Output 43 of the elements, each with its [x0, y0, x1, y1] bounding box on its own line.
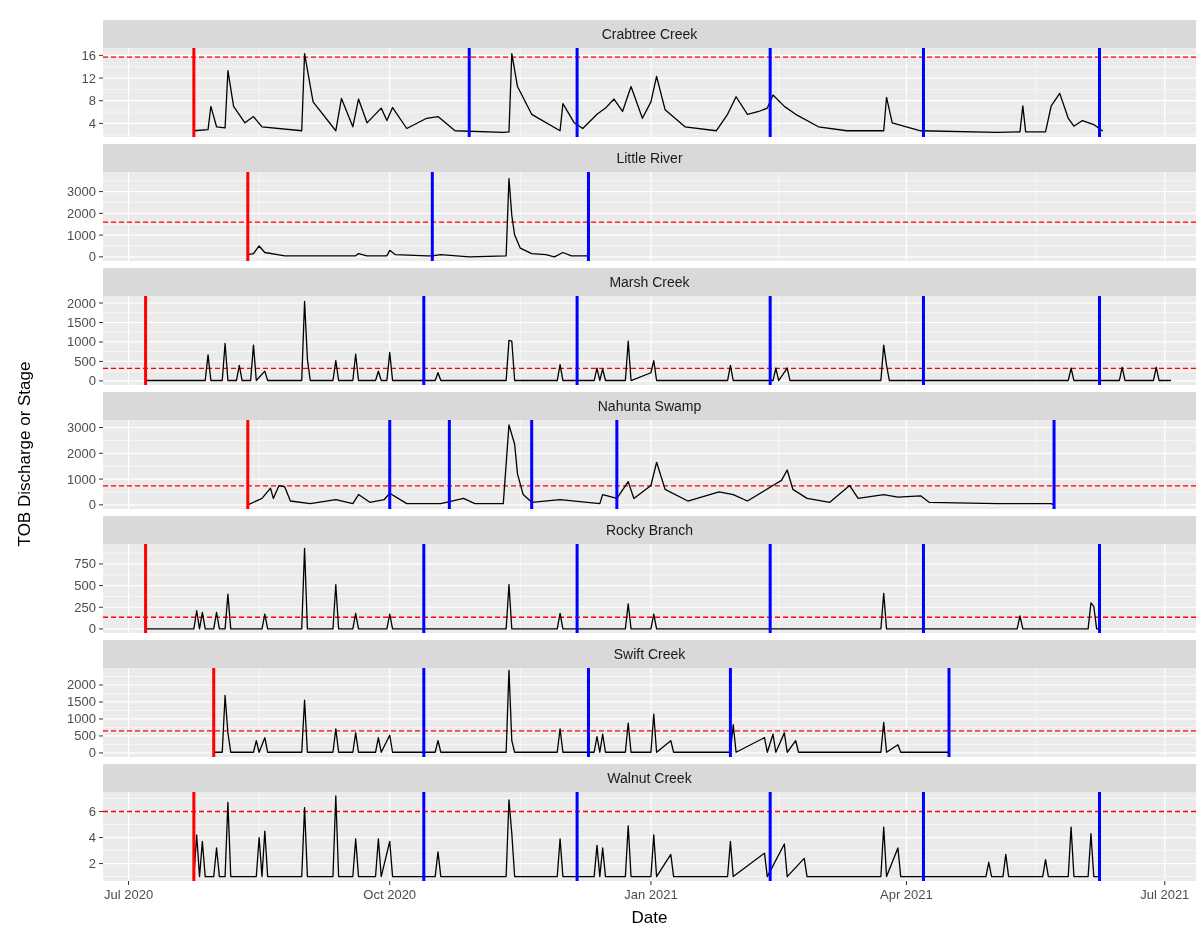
y-tick-label: 500 [74, 353, 96, 369]
y-tick-label: 250 [74, 599, 96, 615]
y-tick-label: 500 [74, 728, 96, 744]
chart-title: Swift Creek [613, 646, 687, 662]
chart-title: Rocky Branch [605, 522, 694, 538]
y-tick-label: 2000 [67, 677, 96, 693]
y-tick-label: 1000 [67, 334, 96, 350]
x-tick-label: Jul 2021 [1140, 887, 1190, 902]
y-tick-label: 3000 [67, 419, 96, 435]
y-tick-label: 0 [88, 745, 96, 761]
x-tick-label: Jan 2021 [624, 887, 678, 902]
y-tick-label: 1000 [67, 471, 96, 487]
y-tick-label: 0 [88, 497, 96, 513]
chart-title: Little River [616, 150, 683, 166]
y-tick-label: 3000 [67, 184, 96, 200]
y-tick-label: 0 [88, 373, 96, 389]
y-tick-label: 12 [81, 70, 96, 86]
chart-title: Marsh Creek [609, 274, 691, 290]
y-tick-label: 16 [81, 47, 96, 63]
y-tick-label: 4 [88, 830, 96, 846]
y-tick-label: 500 [74, 578, 96, 594]
x-tick-label: Apr 2021 [880, 887, 933, 902]
y-tick-label: 2000 [67, 205, 96, 221]
y-tick-label: 8 [88, 93, 96, 109]
y-tick-label: 1500 [67, 694, 96, 710]
y-tick-label: 6 [88, 804, 96, 820]
y-tick-label: 0 [88, 249, 96, 265]
chart-title: Walnut Creek [607, 770, 693, 786]
y-tick-label: 2000 [67, 445, 96, 461]
y-tick-label: 1000 [67, 711, 96, 727]
x-tick-label: Jul 2020 [103, 887, 154, 902]
chart-title: Nahunta Swamp [597, 398, 702, 414]
y-tick-label: 0 [88, 621, 96, 637]
y-tick-label: 750 [74, 556, 96, 572]
y-tick-label: 4 [88, 115, 96, 131]
x-tick-label: Oct 2020 [363, 887, 417, 902]
chart-title: Crabtree Creek [601, 26, 699, 42]
y-tick-label: 1000 [67, 227, 96, 243]
y-tick-label: 2000 [67, 295, 96, 311]
y-axis-title: TOB Discharge or Stage [15, 361, 34, 547]
y-tick-label: 2 [88, 856, 96, 872]
x-axis-title: Date [631, 908, 668, 927]
y-tick-label: 1500 [67, 314, 96, 330]
